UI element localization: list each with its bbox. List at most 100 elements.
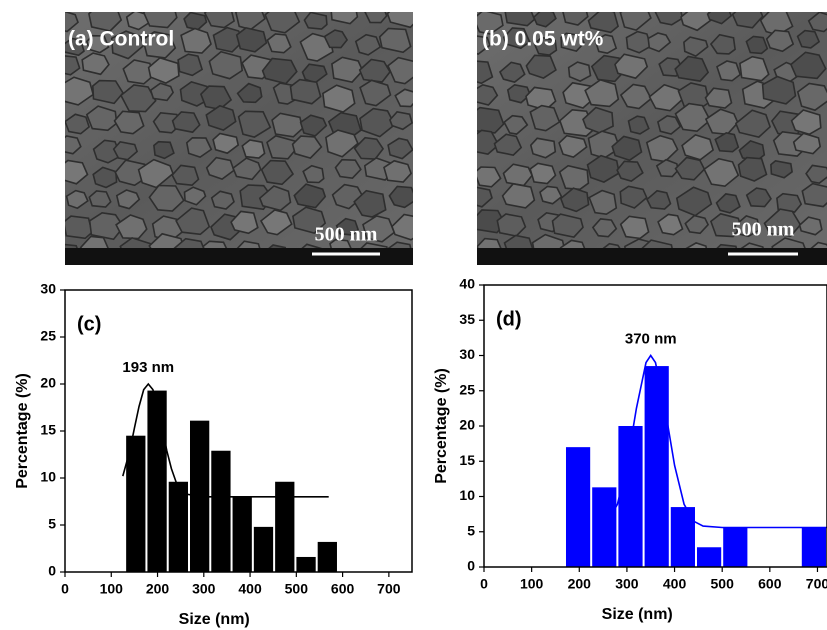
grain	[674, 102, 712, 133]
grain	[175, 207, 211, 236]
grain	[739, 55, 770, 82]
grain	[771, 237, 806, 248]
grain	[202, 240, 228, 248]
grain	[477, 186, 493, 208]
grain	[65, 215, 93, 240]
grain	[364, 12, 388, 24]
grain	[173, 237, 205, 248]
bar	[253, 526, 274, 572]
grain	[65, 12, 79, 33]
grain	[266, 134, 298, 160]
y-tick-label: 5	[48, 516, 56, 532]
bar	[126, 435, 146, 572]
grain	[359, 79, 392, 107]
grain	[709, 33, 736, 55]
scale-label: 500 nm	[315, 224, 378, 246]
grain	[113, 110, 145, 135]
grain	[303, 12, 328, 30]
grain	[360, 242, 388, 248]
grain	[559, 187, 590, 213]
x-tick-label: 300	[192, 581, 216, 597]
fit-curve	[597, 354, 827, 529]
bar	[592, 487, 617, 567]
x-tick-label: 600	[331, 581, 355, 597]
grain	[148, 184, 185, 212]
bar	[211, 450, 231, 572]
y-tick-label: 0	[48, 563, 56, 579]
grain	[289, 78, 322, 105]
grain	[334, 158, 362, 180]
grain	[477, 106, 505, 134]
grain	[733, 214, 761, 238]
grain	[203, 12, 236, 29]
chart: 193 nm (c) 0 100 200 300 400 500 600 700 0 5 10 15 20 2…	[14, 281, 413, 628]
grain	[716, 60, 742, 82]
grain	[646, 189, 672, 210]
x-tick-label: 100	[520, 576, 544, 592]
x-tick-label: 500	[285, 581, 309, 597]
bar	[296, 556, 316, 572]
grain	[119, 84, 157, 113]
grain	[322, 84, 356, 113]
bar	[801, 527, 826, 567]
grain	[796, 82, 827, 112]
grain	[153, 140, 175, 160]
info-bar	[477, 248, 827, 265]
info-bar	[65, 248, 413, 265]
grain	[477, 35, 491, 55]
x-tick-label: 700	[377, 581, 401, 597]
grain	[359, 107, 396, 138]
x-tick-label: 0	[480, 576, 488, 592]
grain	[619, 185, 648, 209]
y-tick-label: 10	[40, 469, 56, 485]
grain	[293, 183, 327, 209]
x-tick-label: 600	[758, 576, 782, 592]
grain	[584, 79, 620, 108]
grain	[625, 30, 652, 54]
grain	[212, 26, 245, 53]
grain	[171, 111, 201, 134]
grain	[115, 189, 141, 210]
grain	[388, 185, 413, 209]
y-tick-label: 20	[40, 375, 56, 391]
grain	[388, 111, 413, 131]
grain	[558, 164, 590, 191]
grain	[477, 12, 504, 35]
grain	[683, 36, 709, 58]
grains	[65, 12, 413, 248]
grain	[180, 27, 212, 54]
grain	[230, 210, 259, 235]
grain	[177, 53, 204, 77]
grain	[558, 134, 588, 158]
y-axis-label: Percentage (%)	[433, 368, 450, 484]
grain	[587, 12, 620, 34]
grain	[706, 12, 733, 25]
bar	[723, 527, 748, 567]
grain	[680, 12, 713, 32]
grain	[477, 83, 499, 106]
grain	[378, 27, 412, 54]
grain	[149, 82, 175, 102]
annotation: 193 nm	[122, 359, 174, 376]
grain	[179, 81, 210, 107]
grain	[533, 36, 558, 56]
grain	[65, 37, 85, 57]
grain	[763, 208, 802, 238]
grain	[559, 239, 586, 248]
grain	[614, 53, 649, 80]
grain	[292, 206, 327, 234]
grain	[271, 112, 304, 138]
grain	[745, 187, 772, 208]
grain	[391, 213, 413, 241]
grain	[616, 160, 644, 182]
grain	[586, 154, 621, 183]
grain	[212, 132, 240, 155]
grain	[531, 233, 566, 248]
grain	[765, 29, 795, 53]
grain	[65, 189, 89, 210]
x-tick-label: 0	[61, 581, 69, 597]
grain	[525, 54, 557, 79]
grain	[323, 29, 349, 49]
